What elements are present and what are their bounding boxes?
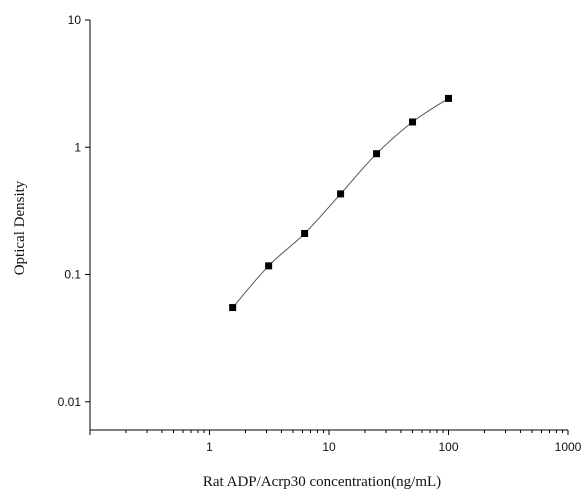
y-axis-title: Optical Density [12, 180, 28, 275]
axes [89, 20, 568, 431]
fitted-curve [232, 97, 449, 308]
y-tick-label: 1 [74, 140, 81, 154]
x-axis-title: Rat ADP/Acrp30 concentration(ng/mL) [203, 474, 441, 490]
data-point [229, 304, 237, 312]
y-axis-ticks: 0.01 0.1 1 10 [58, 13, 90, 409]
y-tick-label: 0.1 [64, 268, 81, 282]
data-point [337, 190, 345, 198]
x-tick-label: 1000 [555, 440, 582, 454]
data-points [229, 94, 452, 312]
y-tick-label: 0.01 [58, 395, 82, 409]
data-point [265, 262, 273, 270]
x-axis-ticks: 1 10 100 1000 [89, 430, 582, 454]
x-tick-label: 10 [322, 440, 336, 454]
data-point [445, 94, 452, 102]
data-point [373, 150, 381, 158]
data-point [409, 118, 417, 126]
x-tick-label: 100 [438, 440, 458, 454]
x-tick-label: 1 [206, 440, 213, 454]
y-tick-label: 10 [68, 13, 82, 27]
data-point [301, 230, 309, 238]
